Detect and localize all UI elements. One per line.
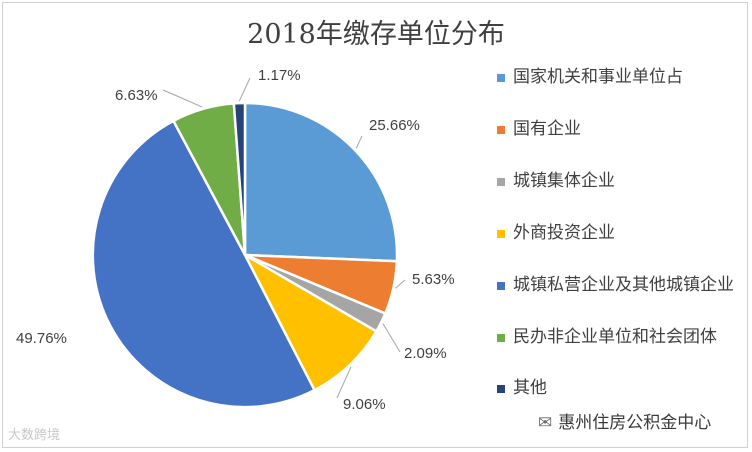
data-label-4: 9.06% — [343, 396, 386, 413]
leader-line-7 — [238, 77, 251, 102]
legend-item-4: 外商投资企业 — [497, 222, 749, 244]
watermark-right: ✉ 惠州住房公积金中心 — [538, 408, 711, 433]
legend-item-5: 城镇私营企业及其他城镇企业 — [497, 274, 749, 296]
legend-swatch-3 — [497, 178, 505, 186]
data-label-1: 25.66% — [369, 117, 420, 134]
data-label-3: 2.09% — [404, 345, 447, 362]
watermark-right-text: 惠州住房公积金中心 — [558, 413, 712, 432]
legend-swatch-1 — [497, 74, 505, 82]
legend-label-6: 民办非企业单位和社会团体 — [513, 327, 717, 347]
pie-slice-1 — [243, 101, 399, 263]
legend-item-3: 城镇集体企业 — [497, 170, 749, 192]
legend-swatch-5 — [497, 282, 505, 290]
data-label-6: 6.63% — [115, 87, 158, 104]
legend-item-1: 国家机关和事业单位占 — [497, 66, 749, 88]
legend-label-1: 国家机关和事业单位占 — [513, 67, 683, 87]
data-label-2: 5.63% — [412, 271, 455, 288]
legend-item-6: 民办非企业单位和社会团体 — [497, 326, 749, 348]
legend-label-2: 国有企业 — [513, 119, 581, 139]
wechat-icon: ✉ — [538, 413, 553, 432]
pie-slice-7 — [232, 101, 247, 256]
chart-title: 2018年缴存单位分布 — [247, 19, 505, 50]
leader-line-2 — [394, 279, 406, 289]
legend-label-7: 其他 — [513, 378, 547, 398]
legend-swatch-7 — [497, 385, 505, 393]
leader-line-3 — [382, 323, 401, 353]
leader-line-1 — [355, 135, 363, 149]
legend-swatch-2 — [497, 126, 505, 134]
legend-label-3: 城镇集体企业 — [513, 171, 615, 191]
data-label-7: 1.17% — [258, 67, 301, 84]
watermark-left: 大数跨境 — [8, 427, 61, 442]
pie-slice-5 — [91, 119, 317, 409]
legend-swatch-4 — [497, 230, 505, 238]
legend-swatch-6 — [497, 334, 505, 342]
chart-frame — [2, 2, 748, 448]
leader-line-6 — [162, 89, 203, 108]
legend-label-5: 城镇私营企业及其他城镇企业 — [513, 275, 734, 295]
legend-item-2: 国有企业 — [497, 118, 749, 140]
legend-label-4: 外商投资企业 — [513, 223, 615, 243]
pie-slice-4 — [241, 251, 379, 392]
data-label-5: 49.76% — [16, 330, 67, 347]
legend-item-7: 其他 — [497, 377, 749, 399]
leader-line-4 — [336, 366, 352, 399]
